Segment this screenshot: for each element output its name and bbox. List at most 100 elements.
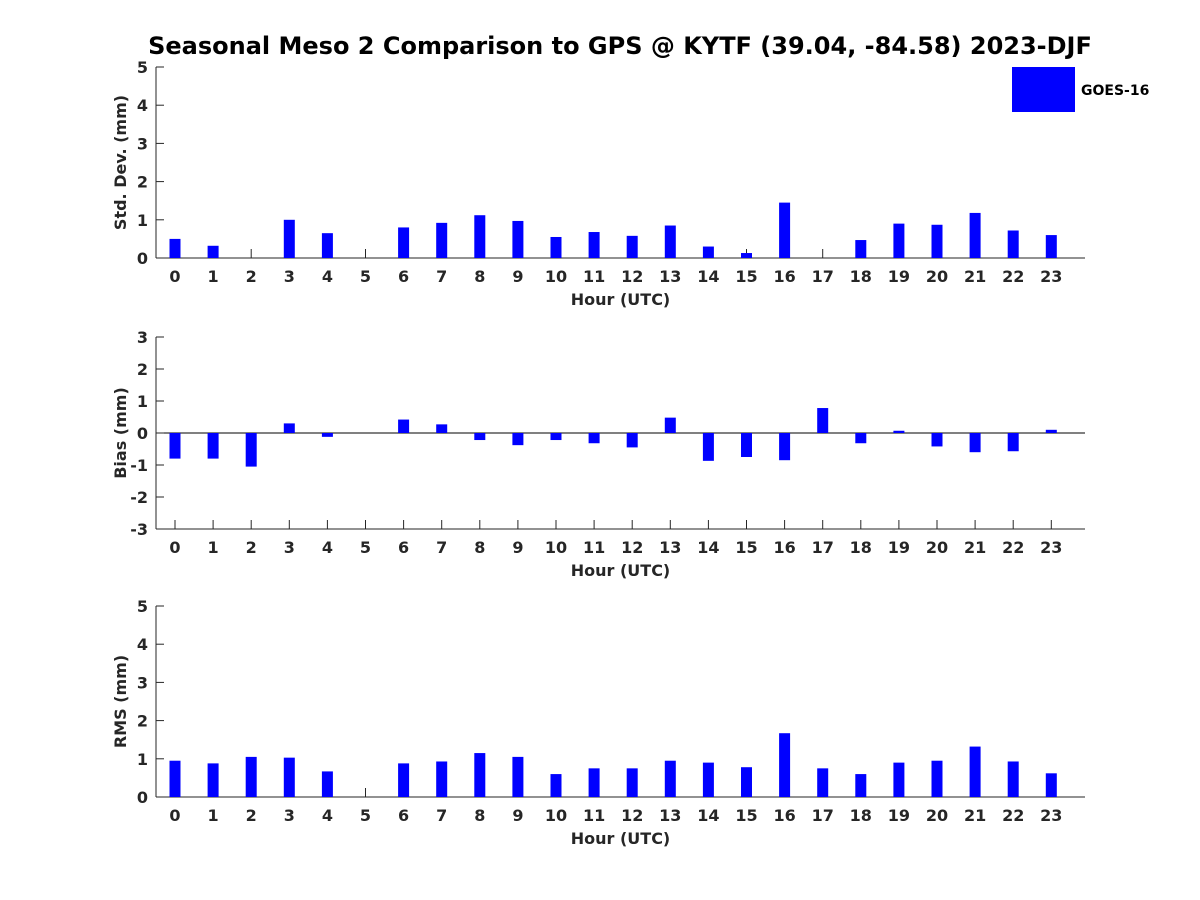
y-tick-label: 5 xyxy=(137,58,148,77)
x-tick-label: 2 xyxy=(246,267,257,286)
bar xyxy=(169,238,181,258)
x-tick-label: 20 xyxy=(926,538,948,557)
x-tick-label: 18 xyxy=(850,267,872,286)
bar xyxy=(283,219,295,258)
x-tick-label: 4 xyxy=(322,267,333,286)
bar xyxy=(702,433,714,461)
bar xyxy=(588,433,600,444)
bar xyxy=(702,762,714,797)
bar xyxy=(245,756,257,797)
x-tick-label: 2 xyxy=(246,806,257,825)
x-tick-label: 4 xyxy=(322,538,333,557)
bar xyxy=(1045,235,1057,258)
bar xyxy=(779,733,791,797)
bar xyxy=(741,767,752,797)
x-tick-label: 15 xyxy=(735,806,757,825)
bar xyxy=(550,774,562,797)
x-tick-label: 5 xyxy=(360,538,371,557)
y-tick-label: 2 xyxy=(137,360,148,379)
x-tick-label: 7 xyxy=(436,538,447,557)
y-tick-label: -1 xyxy=(130,456,148,475)
y-tick-label: 2 xyxy=(137,712,148,731)
x-tick-label: 17 xyxy=(812,806,834,825)
x-tick-label: 23 xyxy=(1040,267,1062,286)
x-tick-label: 12 xyxy=(621,267,643,286)
x-tick-label: 9 xyxy=(512,806,523,825)
x-tick-label: 22 xyxy=(1002,538,1024,557)
x-tick-label: 3 xyxy=(284,806,295,825)
x-tick-label: 21 xyxy=(964,538,986,557)
bar xyxy=(321,771,333,797)
y-tick-label: 5 xyxy=(137,597,148,616)
x-tick-label: 3 xyxy=(284,267,295,286)
bar xyxy=(169,760,181,797)
x-tick-label: 4 xyxy=(322,806,333,825)
x-tick-label: 12 xyxy=(621,806,643,825)
y-tick-label: 1 xyxy=(137,211,148,230)
bar xyxy=(969,212,981,258)
bar xyxy=(893,223,905,258)
x-tick-label: 19 xyxy=(888,267,910,286)
x-tick-label: 11 xyxy=(583,538,605,557)
x-tick-label: 20 xyxy=(926,267,948,286)
bar xyxy=(664,417,676,433)
x-tick-label: 11 xyxy=(583,806,605,825)
bar xyxy=(321,433,333,437)
x-tick-label: 1 xyxy=(208,538,219,557)
bar xyxy=(512,756,524,797)
bar xyxy=(969,433,981,453)
x-tick-label: 16 xyxy=(773,538,795,557)
bar xyxy=(779,433,791,461)
bar xyxy=(1045,429,1057,433)
x-tick-label: 8 xyxy=(474,267,485,286)
bar xyxy=(893,430,905,433)
bar xyxy=(664,225,676,258)
bar xyxy=(550,433,562,441)
x-tick-label: 0 xyxy=(169,267,180,286)
bar xyxy=(474,753,486,797)
x-tick-label: 21 xyxy=(964,267,986,286)
x-tick-label: 19 xyxy=(888,538,910,557)
bar xyxy=(398,227,410,258)
bar xyxy=(855,433,867,444)
x-tick-label: 13 xyxy=(659,538,681,557)
x-axis-label: Hour (UTC) xyxy=(571,829,671,848)
x-tick-label: 1 xyxy=(208,267,219,286)
bar xyxy=(398,763,410,797)
x-tick-label: 3 xyxy=(284,538,295,557)
bar xyxy=(550,236,562,258)
bar xyxy=(1007,230,1019,258)
x-tick-label: 0 xyxy=(169,538,180,557)
y-tick-label: 3 xyxy=(137,134,148,153)
bar xyxy=(436,424,448,433)
y-tick-label: -2 xyxy=(130,488,148,507)
x-tick-label: 16 xyxy=(773,806,795,825)
bar xyxy=(588,768,600,797)
x-tick-label: 5 xyxy=(360,806,371,825)
bar xyxy=(512,433,524,446)
x-tick-label: 2 xyxy=(246,538,257,557)
y-axis-label: Bias (mm) xyxy=(111,387,130,479)
x-tick-label: 14 xyxy=(697,538,719,557)
x-tick-label: 6 xyxy=(398,806,409,825)
x-tick-label: 6 xyxy=(398,538,409,557)
x-tick-label: 14 xyxy=(697,806,719,825)
bar xyxy=(283,423,295,433)
x-tick-label: 6 xyxy=(398,267,409,286)
bar xyxy=(321,233,333,258)
bar xyxy=(741,253,752,258)
x-tick-label: 9 xyxy=(512,267,523,286)
x-axis-label: Hour (UTC) xyxy=(571,290,671,309)
y-tick-label: 3 xyxy=(137,673,148,692)
bar xyxy=(512,220,524,258)
bar xyxy=(588,232,600,258)
bar xyxy=(817,408,829,433)
bar xyxy=(207,433,219,459)
x-tick-label: 18 xyxy=(850,806,872,825)
y-axis-label: RMS (mm) xyxy=(111,655,130,748)
x-tick-label: 23 xyxy=(1040,538,1062,557)
x-tick-label: 8 xyxy=(474,538,485,557)
